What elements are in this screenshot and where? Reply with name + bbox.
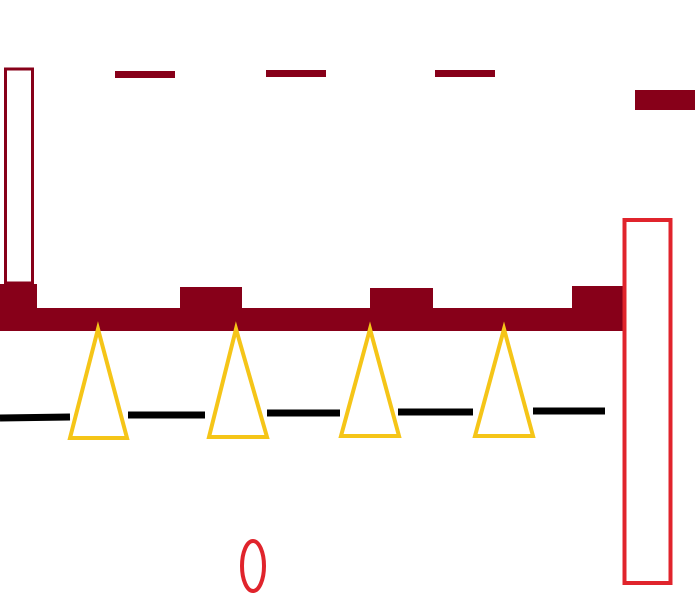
left-outlined-post [4,67,34,285]
top-right-block [635,90,695,110]
yellow-cone-4 [472,321,536,438]
black-line-1 [0,413,71,422]
top-dash-1 [115,71,175,78]
bar-block-1 [0,284,37,310]
red-oval [240,539,266,593]
top-dash-3 [435,70,495,77]
red-outlined-post [622,218,673,585]
bar-block-2 [180,287,242,310]
yellow-cone-3 [338,321,402,438]
top-dash-2 [266,70,326,77]
main-bar [0,308,625,331]
bar-block-4 [572,286,625,310]
bar-block-3 [370,288,433,310]
yellow-cone-2 [206,321,270,439]
yellow-cone-1 [67,321,130,440]
